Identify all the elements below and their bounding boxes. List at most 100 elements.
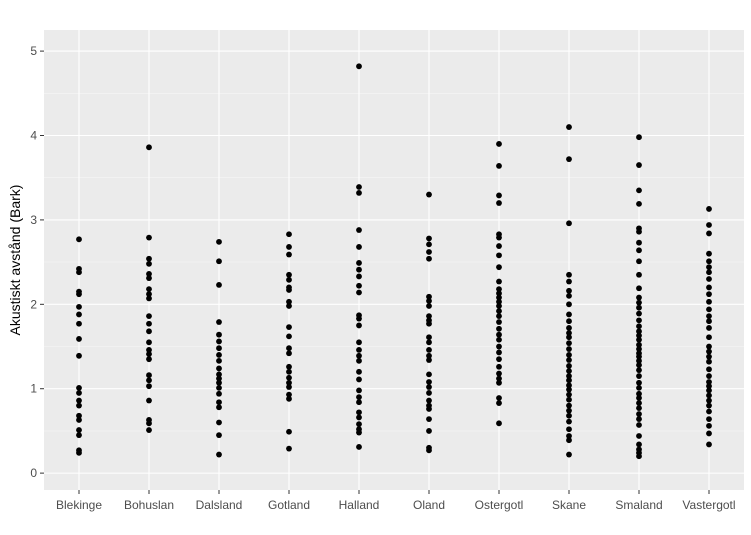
data-point — [566, 325, 572, 331]
data-point — [356, 322, 362, 329]
y-tick-label: 3 — [30, 213, 37, 227]
data-point — [496, 278, 502, 285]
data-point — [706, 441, 712, 448]
data-point — [356, 339, 362, 346]
data-point — [496, 141, 502, 147]
data-point — [566, 396, 572, 403]
data-point — [216, 371, 222, 378]
data-point — [566, 391, 572, 398]
data-point — [216, 379, 222, 386]
data-point — [496, 400, 502, 406]
data-point — [496, 298, 502, 305]
data-point — [146, 286, 152, 293]
data-point — [216, 375, 222, 382]
data-point — [146, 383, 152, 390]
x-tick-label: Dalsland — [196, 498, 243, 512]
data-point — [146, 260, 152, 267]
data-point — [286, 333, 292, 340]
data-point — [286, 395, 292, 402]
data-point — [636, 200, 642, 207]
data-point — [636, 367, 642, 374]
data-point — [146, 144, 152, 151]
data-point — [636, 453, 642, 460]
data-point — [216, 451, 222, 458]
data-point — [636, 411, 642, 417]
data-point — [216, 390, 222, 397]
data-point — [146, 275, 152, 282]
data-point — [426, 416, 432, 423]
data-point — [496, 313, 502, 320]
data-point — [146, 234, 152, 241]
data-point — [636, 384, 642, 391]
y-tick-label: 1 — [30, 382, 37, 396]
data-point — [356, 399, 362, 406]
data-point — [216, 399, 222, 406]
data-point — [566, 346, 572, 352]
data-point — [636, 271, 642, 278]
data-point — [566, 124, 572, 130]
data-point — [216, 238, 222, 245]
data-point — [496, 252, 502, 259]
data-point — [496, 331, 502, 338]
data-point — [706, 373, 712, 379]
data-point — [636, 346, 642, 352]
data-point — [146, 351, 152, 358]
data-point — [76, 417, 82, 423]
data-point — [286, 271, 292, 278]
data-point — [566, 220, 572, 227]
data-point — [356, 315, 362, 322]
data-point — [216, 352, 222, 358]
data-point — [146, 397, 152, 404]
data-point — [286, 363, 292, 370]
data-point — [496, 336, 502, 343]
data-point — [356, 244, 362, 250]
data-point — [636, 405, 642, 412]
data-point — [706, 313, 712, 320]
data-point — [356, 266, 362, 273]
data-point — [566, 451, 572, 458]
data-point — [426, 371, 432, 378]
data-point — [496, 243, 502, 249]
data-point — [286, 244, 292, 250]
data-point — [356, 227, 362, 233]
data-point — [706, 230, 712, 237]
data-point — [76, 303, 82, 310]
data-point — [636, 299, 642, 306]
data-point — [636, 162, 642, 168]
data-point — [216, 419, 222, 426]
data-point — [286, 445, 292, 452]
data-point — [566, 340, 572, 347]
y-axis: 0 1 2 3 4 5 — [30, 44, 44, 480]
data-point — [706, 291, 712, 298]
data-point — [636, 353, 642, 360]
data-point — [636, 357, 642, 364]
data-point — [566, 301, 572, 308]
data-point — [146, 420, 152, 427]
data-point — [636, 247, 642, 254]
data-point — [636, 390, 642, 397]
data-point — [76, 352, 82, 359]
data-point — [76, 269, 82, 276]
x-tick-label: Gotland — [268, 498, 310, 512]
data-point — [426, 235, 432, 242]
data-point — [496, 162, 502, 169]
data-point — [566, 426, 572, 433]
x-tick-label: Halland — [339, 498, 380, 512]
data-point — [566, 377, 572, 384]
x-tick-label: Skane — [552, 498, 586, 512]
data-point — [706, 306, 712, 313]
data-point — [636, 395, 642, 401]
data-point — [706, 269, 712, 276]
data-point — [426, 390, 432, 396]
data-point — [216, 404, 222, 411]
data-point — [356, 282, 362, 289]
data-point — [566, 373, 572, 379]
data-point — [566, 318, 572, 325]
data-point — [706, 358, 712, 365]
data-point — [426, 397, 432, 404]
data-point — [706, 392, 712, 399]
data-point — [426, 191, 432, 198]
data-point — [496, 200, 502, 206]
data-point — [706, 408, 712, 415]
data-point — [356, 394, 362, 401]
